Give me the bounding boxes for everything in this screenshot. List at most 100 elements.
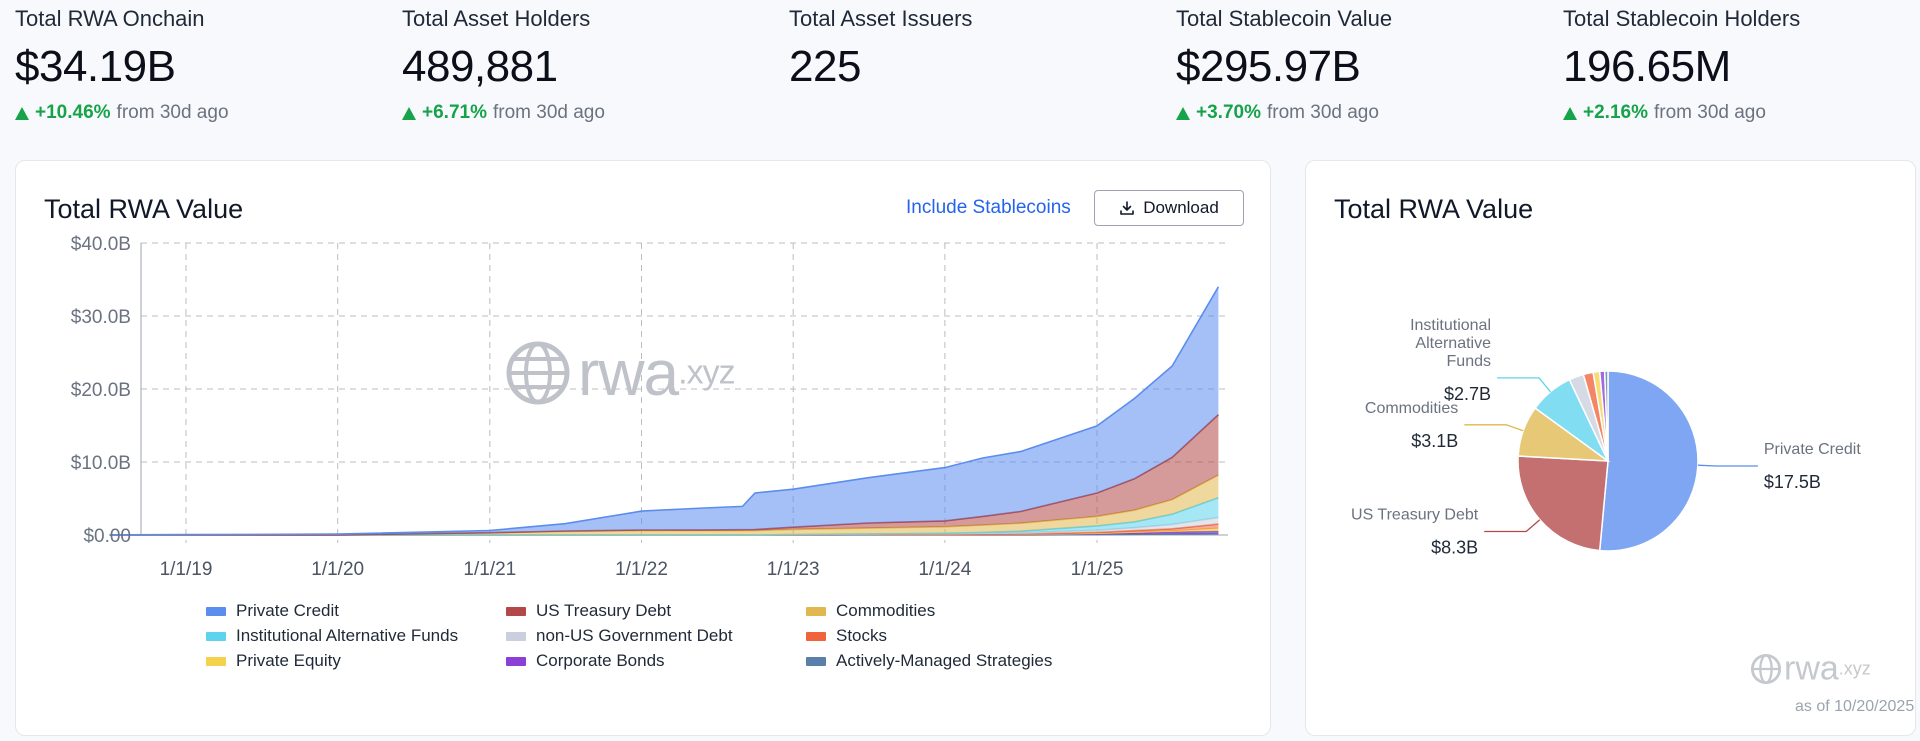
legend-item[interactable]: Corporate Bonds (506, 651, 806, 671)
legend-label: Private Credit (236, 601, 339, 620)
stat-change-pct: +2.16% (1583, 102, 1648, 123)
legend-label: non-US Government Debt (536, 626, 733, 645)
stat-value: 196.65M (1563, 42, 1731, 91)
watermark-suffix: .xyz (1838, 658, 1871, 679)
globe-icon (1750, 653, 1782, 685)
stat-change: +6.71% from 30d ago (402, 102, 605, 124)
stat-change-suffix: from 30d ago (1266, 102, 1379, 123)
chart-title: Total RWA Value (44, 194, 244, 224)
as-of-date: as of 10/20/2025 (1795, 698, 1915, 715)
globe-icon (506, 341, 570, 405)
stat-value: $34.19B (15, 42, 176, 91)
pie-label-value: $3.1B (1411, 431, 1458, 451)
pie-leader-line (1484, 519, 1541, 533)
pie-label-value: $8.3B (1431, 538, 1478, 558)
legend-label: US Treasury Debt (536, 601, 672, 620)
x-tick-label: 1/1/23 (767, 559, 820, 580)
pie-chart-title: Total RWA Value (1334, 194, 1534, 224)
legend-swatch (206, 631, 226, 641)
watermark-main: rwa (578, 337, 679, 410)
x-tick-label: 1/1/20 (311, 559, 364, 580)
legend-item[interactable]: Actively-Managed Strategies (806, 651, 1106, 671)
watermark-suffix: .xyz (678, 353, 735, 392)
stat-label: Total Asset Issuers (789, 6, 973, 31)
y-tick-label: $10.0B (71, 453, 131, 474)
legend-label: Commodities (836, 601, 936, 620)
y-tick-label: $30.0B (71, 307, 131, 328)
pie-leader-line (1697, 464, 1758, 467)
legend-item[interactable]: Private Credit (206, 601, 506, 621)
stat-change: +3.70% from 30d ago (1176, 102, 1392, 124)
download-icon (1120, 201, 1134, 215)
legend-item[interactable]: Private Equity (206, 651, 506, 671)
legend-swatch (806, 631, 826, 641)
download-label: Download (1143, 198, 1219, 217)
pie-chart: Private Credit $17.5B US Treasury Debt $8.3… (1351, 317, 1861, 558)
legend-item[interactable]: Stocks (806, 626, 1106, 646)
area-band-private-credit (109, 286, 1219, 535)
legend-label: Private Equity (236, 651, 341, 670)
pie-slice-private-credit[interactable] (1598, 370, 1699, 552)
stat-stablecoin-value: Total Stablecoin Value $295.97B +3.70% fr… (1176, 6, 1392, 124)
stat-value: 225 (789, 42, 861, 91)
legend-item[interactable]: US Treasury Debt (506, 601, 806, 621)
area-chart-card: Total RWA Value Include Stablecoins Down… (15, 160, 1271, 736)
legend-label: Actively-Managed Strategies (836, 651, 1053, 670)
x-tick-label: 1/1/24 (918, 559, 971, 580)
legend-swatch (506, 656, 526, 666)
y-tick-label: $0.00 (83, 526, 131, 547)
pie-label-value: $2.7B (1444, 384, 1491, 404)
pie-label-name: Commodities (1365, 400, 1458, 417)
legend-swatch (806, 606, 826, 616)
legend-item[interactable]: Institutional Alternative Funds (206, 626, 506, 646)
legend-label: Corporate Bonds (536, 651, 665, 670)
legend-label: Institutional Alternative Funds (236, 626, 459, 645)
pie-label-name: Private Credit (1764, 441, 1861, 458)
watermark-small: rwa.xyz (1750, 648, 1871, 689)
stat-label: Total Stablecoin Value (1176, 6, 1393, 31)
pie-slice-actively-managed-strategies[interactable] (1603, 370, 1609, 462)
stat-label: Total RWA Onchain (15, 6, 205, 31)
pie-slice-us-treasury-debt[interactable] (1517, 455, 1609, 552)
pie-chart-card: Total RWA Value Private Credit $17.5B US T… (1305, 160, 1916, 736)
pie-label-name: Funds (1447, 353, 1491, 370)
watermark: rwa.xyz (504, 331, 736, 410)
legend-item[interactable]: Commodities (806, 601, 1106, 621)
area-line-private-credit (109, 286, 1220, 536)
stat-change-suffix: from 30d ago (492, 102, 605, 123)
up-arrow-icon (1176, 106, 1190, 120)
pie-leader-line (1497, 377, 1552, 393)
up-arrow-icon (1563, 106, 1577, 120)
legend-label: Stocks (836, 626, 888, 645)
y-tick-label: $40.0B (71, 234, 131, 255)
download-button[interactable]: Download (1094, 190, 1244, 226)
include-stablecoins-toggle[interactable]: Include Stablecoins (906, 197, 1071, 218)
legend-swatch (206, 606, 226, 616)
up-arrow-icon (15, 106, 29, 120)
stat-change-pct: +3.70% (1196, 102, 1261, 123)
chart-legend: Private Credit US Treasury Debt Commoditie… (206, 601, 1106, 671)
stat-change: +2.16% from 30d ago (1563, 102, 1800, 124)
up-arrow-icon (402, 106, 416, 120)
pie-label-name: Institutional (1410, 317, 1491, 334)
stat-label: Total Asset Holders (402, 6, 591, 31)
y-tick-label: $20.0B (71, 380, 131, 401)
stat-change-suffix: from 30d ago (116, 102, 229, 123)
legend-swatch (206, 656, 226, 666)
stat-change-suffix: from 30d ago (1653, 102, 1766, 123)
legend-swatch (506, 606, 526, 616)
pie-label-name: Alternative (1415, 335, 1491, 352)
x-tick-label: 1/1/25 (1071, 559, 1124, 580)
stat-change: +10.46% from 30d ago (15, 102, 229, 124)
legend-swatch (806, 656, 826, 666)
stat-change-pct: +10.46% (35, 102, 111, 123)
legend-swatch (506, 631, 526, 641)
watermark-main: rwa (1784, 649, 1839, 688)
stat-value: $295.97B (1176, 42, 1361, 91)
x-tick-label: 1/1/22 (615, 559, 668, 580)
area-chart: $0.00 $10.0B $20.0B $30.0B $40.0B 1/1/19 1/1/2… (71, 234, 1228, 580)
stat-stablecoin-holders: Total Stablecoin Holders 196.65M +2.16% f… (1563, 6, 1800, 124)
legend-item[interactable]: non-US Government Debt (506, 626, 806, 646)
stat-asset-holders: Total Asset Holders 489,881 +6.71% from 3… (402, 6, 605, 124)
pie-leader-line (1464, 424, 1524, 432)
